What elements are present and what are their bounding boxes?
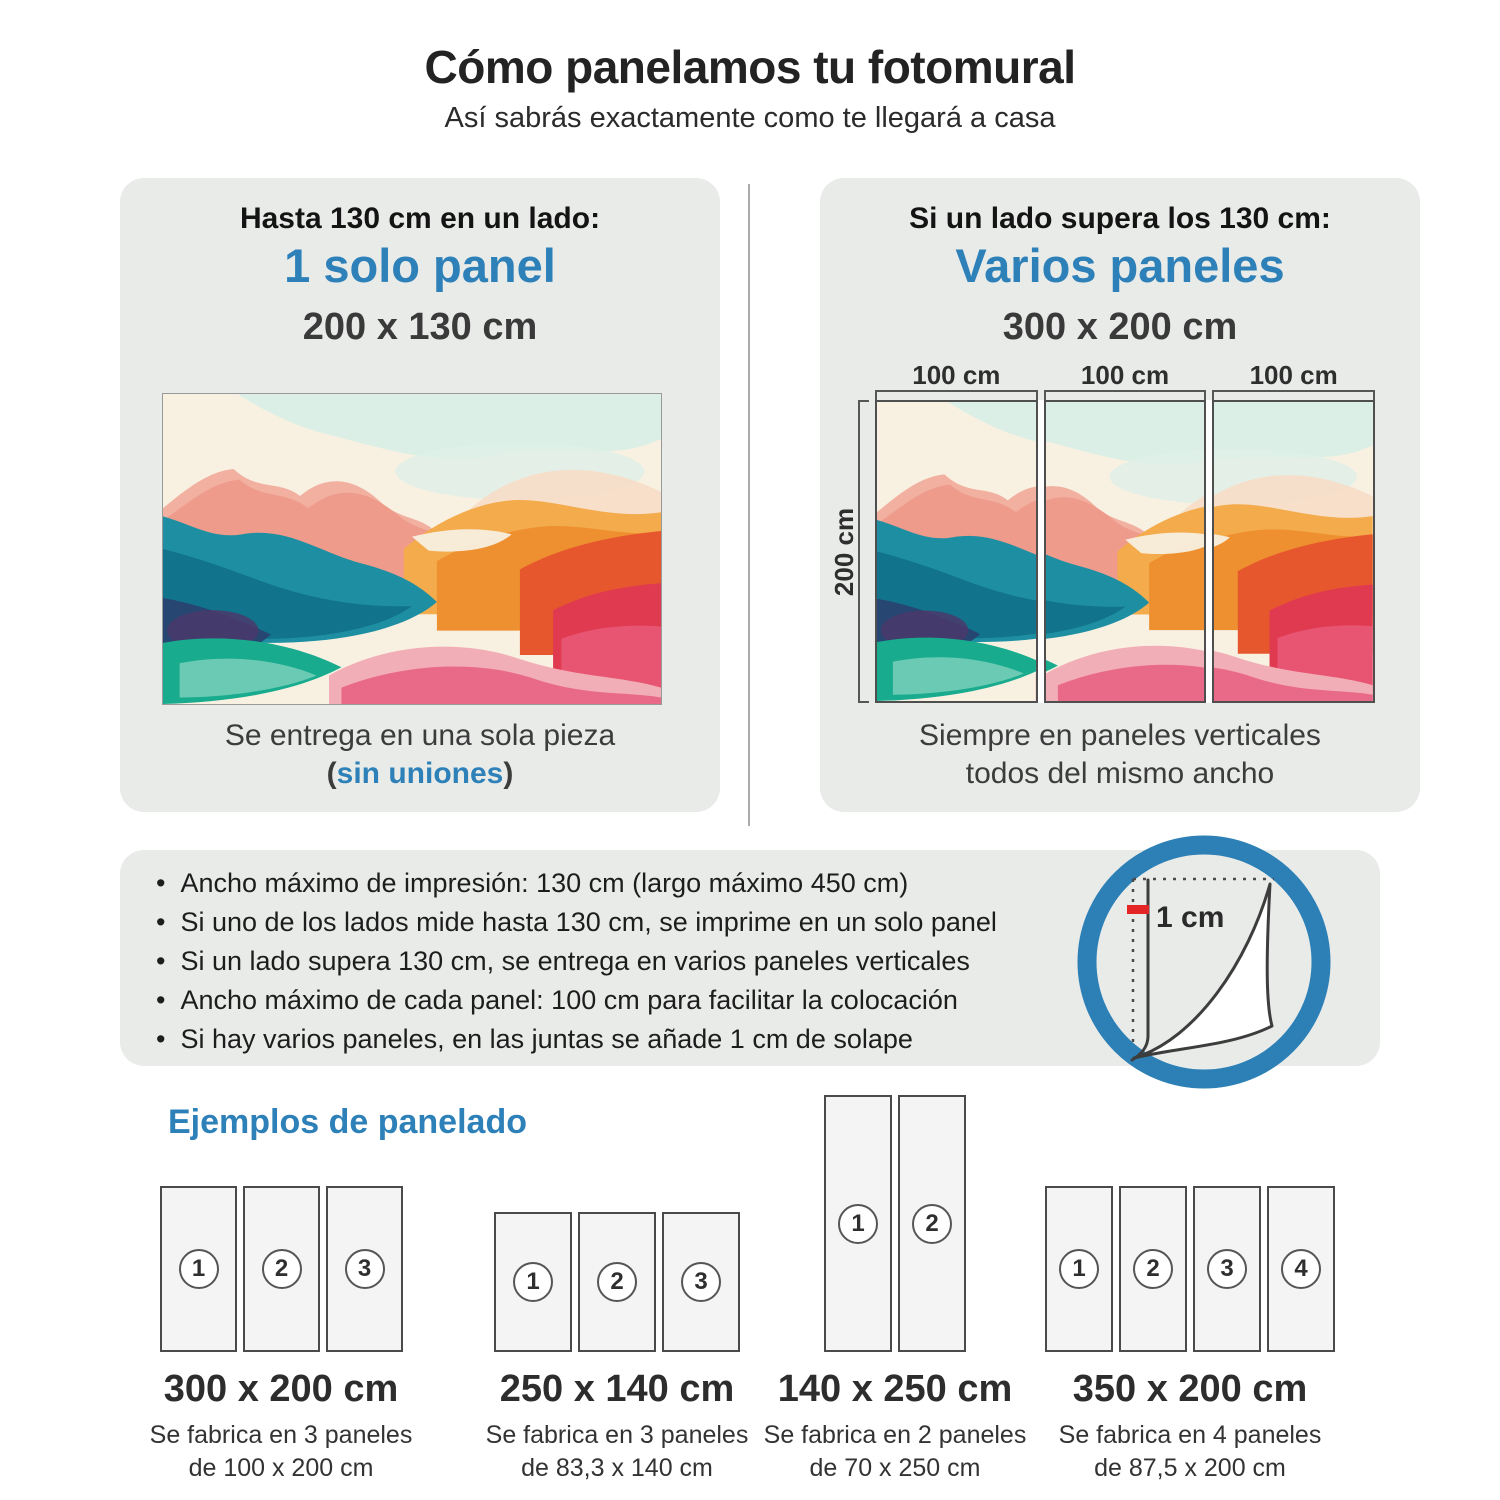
panel-width-labels: 100 cm 100 cm 100 cm [875, 360, 1375, 391]
single-panel-size: 200 x 130 cm [302, 306, 538, 348]
watercolor-slice-3 [1214, 402, 1374, 701]
artwork-panel-3 [1212, 400, 1376, 703]
example-size: 300 x 200 cm [163, 1368, 399, 1410]
example-size: 350 x 200 cm [1072, 1368, 1308, 1410]
bullet-icon: • [156, 1024, 166, 1054]
multi-panel-condition: Si un lado supera los 130 cm: [909, 202, 1331, 235]
examples-heading: Ejemplos de panelado [168, 1103, 527, 1141]
rule-item: • Ancho máximo de impresión: 130 cm (larg… [156, 864, 1156, 903]
panel-width-brackets [875, 390, 1376, 402]
one-cm-mark [1127, 905, 1149, 914]
watercolor-image [163, 394, 661, 704]
multi-panel-caption-1: Siempre en paneles verticales [919, 719, 1321, 752]
rule-item: • Si hay varios paneles, en las juntas se… [156, 1020, 1156, 1059]
artwork-panel-2 [1043, 400, 1207, 703]
rule-item: • Si uno de los lados mide hasta 130 cm, … [156, 903, 1156, 942]
single-panel-condition: Hasta 130 cm en un lado: [239, 202, 601, 235]
bullet-icon: • [156, 985, 166, 1015]
single-panel-card: Hasta 130 cm en un lado: 1 solo panel 20… [120, 178, 720, 812]
width-label: 100 cm [1249, 360, 1338, 390]
panel-height-measure-line [858, 400, 869, 703]
watercolor-slice-2 [1045, 402, 1205, 701]
example-panel: 2 [243, 1186, 320, 1352]
multi-panel-card: Si un lado supera los 130 cm: Varios pan… [820, 178, 1420, 812]
page-subtitle: Así sabrás exactamente como te llegará a… [444, 102, 1056, 134]
example-size: 250 x 140 cm [499, 1368, 735, 1410]
example-3-panels: 1 2 [824, 1095, 966, 1352]
cards-divider [748, 184, 750, 826]
rules-list: • Ancho máximo de impresión: 130 cm (larg… [156, 864, 1156, 1059]
single-panel-caption: Se entrega en una sola pieza [224, 719, 616, 752]
panel-number-badge: 2 [261, 1249, 302, 1289]
example-2-panels: 1 2 3 [494, 1212, 740, 1352]
bullet-icon: • [156, 907, 166, 937]
example-2-text: 250 x 140 cm Se fabrica en 3 paneles de 8… [447, 1368, 787, 1485]
width-label: 100 cm [912, 360, 1001, 390]
rule-item: • Ancho máximo de cada panel: 100 cm para… [156, 981, 1156, 1020]
example-panel: 2 [898, 1095, 966, 1352]
panel-number-badge: 2 [597, 1262, 637, 1302]
rule-item: • Si un lado supera 130 cm, se entrega en… [156, 942, 1156, 981]
example-panel: 1 [1045, 1186, 1113, 1352]
panel-number-badge: 3 [681, 1262, 721, 1302]
panel-number-badge: 1 [513, 1262, 553, 1302]
example-panel: 1 [160, 1186, 237, 1352]
page-title: Cómo panelamos tu fotomural [424, 41, 1076, 93]
example-panel: 2 [1119, 1186, 1187, 1352]
panel-number-badge: 1 [1059, 1249, 1099, 1289]
panel-number-badge: 1 [178, 1249, 219, 1289]
example-panel: 1 [824, 1095, 892, 1352]
example-1-panels: 1 2 3 [160, 1186, 403, 1352]
example-4-text: 350 x 200 cm Se fabrica en 4 paneles de 8… [1020, 1368, 1360, 1485]
paren-open: ( [326, 757, 337, 790]
overlap-icon: 1 cm [1076, 834, 1332, 1090]
panel-number-badge: 2 [912, 1203, 952, 1244]
example-size: 140 x 250 cm [777, 1368, 1013, 1410]
one-cm-label: 1 cm [1156, 901, 1224, 934]
example-1-text: 300 x 200 cm Se fabrica en 3 paneles de 1… [111, 1368, 451, 1485]
example-panel: 3 [326, 1186, 403, 1352]
page-curl-overlap-icon: 1 cm [1077, 835, 1331, 1089]
panel-number-badge: 2 [1133, 1249, 1173, 1289]
multi-panel-size: 300 x 200 cm [1002, 306, 1238, 348]
panel-number-badge: 3 [344, 1249, 385, 1289]
width-label: 100 cm [1080, 360, 1170, 390]
single-panel-result: 1 solo panel [284, 239, 556, 292]
no-seams-highlight: sin uniones [336, 757, 504, 790]
multi-panel-caption-2: todos del mismo ancho [965, 757, 1275, 790]
example-caption: Se fabrica en 3 paneles de 83,3 x 140 cm [485, 1421, 749, 1482]
bullet-icon: • [156, 868, 166, 898]
multi-panel-result: Varios paneles [955, 239, 1285, 292]
panel-height-label: 200 cm [829, 507, 859, 597]
single-panel-caption-2: (sin uniones) [120, 757, 720, 791]
example-3-text: 140 x 250 cm Se fabrica en 2 paneles de 7… [725, 1368, 1065, 1485]
panel-number-badge: 3 [1207, 1249, 1247, 1289]
example-panel: 3 [662, 1212, 740, 1352]
single-panel-artwork [162, 393, 662, 705]
example-caption: Se fabrica en 2 paneles de 70 x 250 cm [763, 1421, 1027, 1482]
example-panel: 2 [578, 1212, 656, 1352]
panel-number-badge: 1 [838, 1203, 878, 1244]
paren-close: ) [503, 757, 514, 790]
example-panel: 3 [1193, 1186, 1261, 1352]
multi-panel-artwork [875, 400, 1376, 703]
example-4-panels: 1 2 3 4 [1045, 1186, 1335, 1352]
example-caption: Se fabrica en 4 paneles de 87,5 x 200 cm [1058, 1421, 1322, 1482]
example-caption: Se fabrica en 3 paneles de 100 x 200 cm [149, 1421, 413, 1482]
example-panel: 4 [1267, 1186, 1335, 1352]
panel-number-badge: 4 [1281, 1249, 1321, 1289]
bullet-icon: • [156, 946, 166, 976]
artwork-panel-1 [875, 400, 1038, 703]
example-panel: 1 [494, 1212, 572, 1352]
watercolor-slice-1 [877, 402, 1036, 701]
